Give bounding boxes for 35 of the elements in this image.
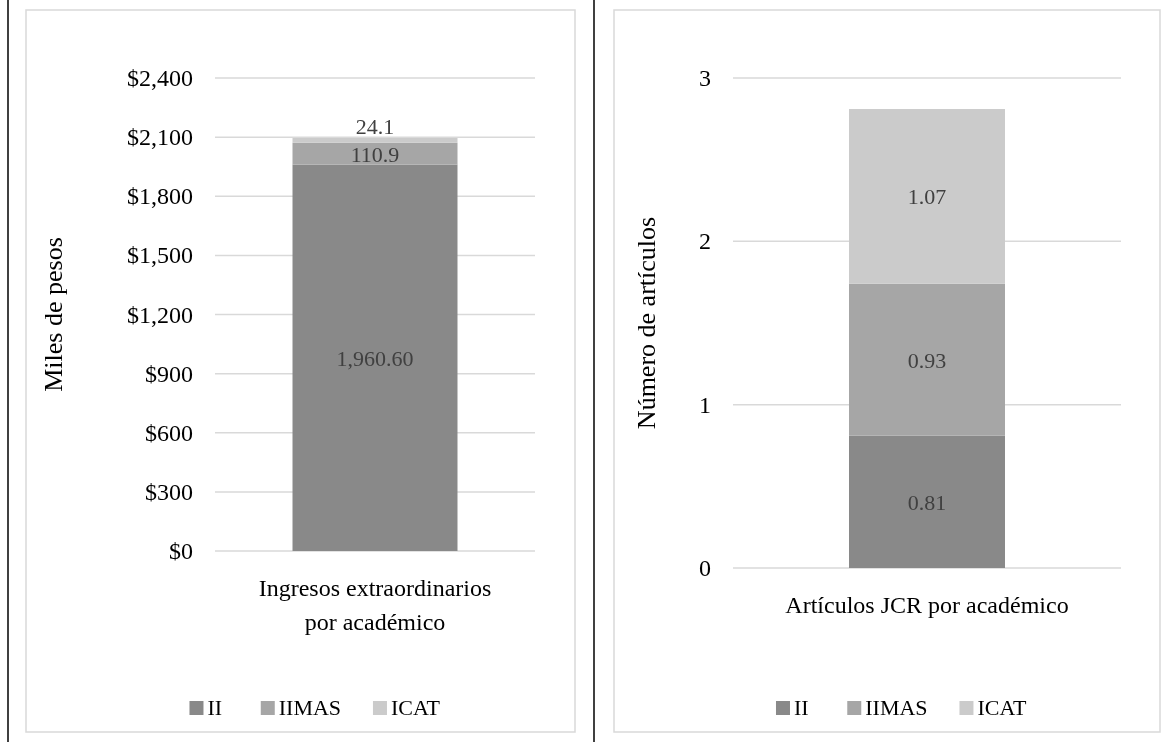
legend-label: IIMAS bbox=[278, 695, 342, 720]
bar bbox=[292, 164, 458, 551]
y-tick-label: 1 bbox=[699, 391, 711, 418]
x-tick-label: Artículos JCR por académico bbox=[785, 592, 1069, 618]
y-axis-title: Miles de pesos bbox=[39, 237, 68, 392]
legend-label: ICAT bbox=[390, 695, 441, 720]
y-tick-label: $300 bbox=[145, 478, 193, 505]
y-tick-label: 0 bbox=[699, 555, 711, 581]
data-label: 110.9 bbox=[350, 141, 400, 167]
y-tick-label: $1,500 bbox=[127, 242, 193, 269]
data-label: 0.81 bbox=[907, 489, 947, 515]
x-tick-label: Ingresos extraordinarios por académico bbox=[258, 575, 492, 635]
y-tick-label: $0 bbox=[169, 538, 193, 564]
bar bbox=[292, 137, 458, 143]
y-tick-label: 2 bbox=[699, 228, 711, 255]
y-tick-label: $900 bbox=[145, 360, 193, 387]
y-tick-label: $1,800 bbox=[127, 183, 193, 210]
data-label: 1,960.60 bbox=[336, 345, 414, 371]
y-tick-label: $1,200 bbox=[127, 301, 193, 328]
bar bbox=[849, 435, 1005, 568]
legend-label: IIMAS bbox=[865, 695, 928, 720]
data-label: 1.07 bbox=[907, 184, 947, 210]
y-tick-label: $600 bbox=[145, 419, 193, 446]
y-tick-label: 3 bbox=[699, 65, 711, 91]
y-tick-label: $2,400 bbox=[127, 65, 193, 91]
data-label: 0.93 bbox=[907, 347, 947, 373]
y-axis-title: Número de artículos bbox=[632, 216, 661, 430]
bar bbox=[292, 142, 458, 165]
data-label: 24.1 bbox=[355, 113, 395, 139]
legend-label: ICAT bbox=[977, 695, 1027, 720]
legend-label: II bbox=[207, 695, 223, 720]
bar bbox=[849, 109, 1005, 284]
bar bbox=[849, 283, 1005, 436]
legend-label: II bbox=[793, 695, 809, 720]
y-tick-label: $2,100 bbox=[127, 124, 193, 151]
